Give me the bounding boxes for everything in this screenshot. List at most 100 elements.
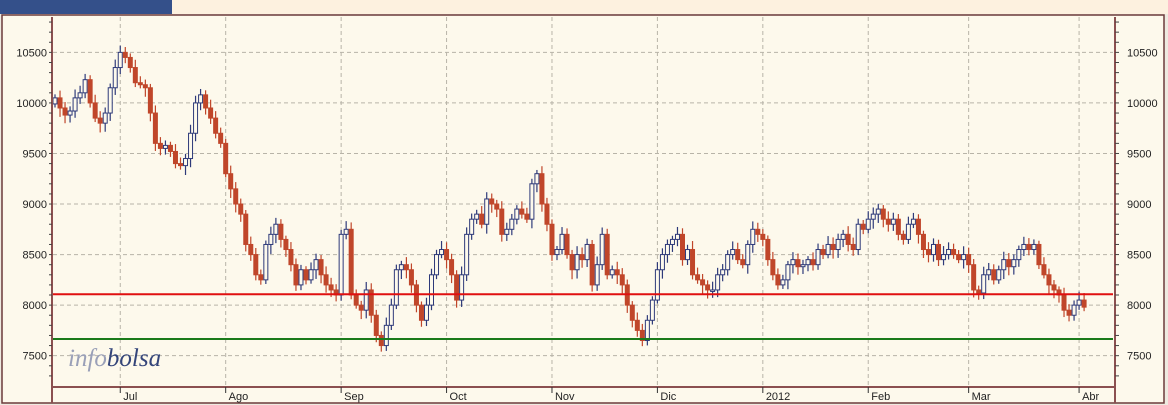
candle-up bbox=[1031, 243, 1037, 251]
candle-down bbox=[258, 274, 264, 281]
candle-up bbox=[363, 289, 369, 311]
candle-down bbox=[137, 82, 143, 86]
candle-up bbox=[383, 324, 389, 347]
candle-down bbox=[589, 243, 595, 286]
candle-down bbox=[454, 274, 460, 301]
candle-down bbox=[1041, 264, 1047, 276]
y-tick-label-left: 10000 bbox=[16, 98, 47, 110]
candle-down bbox=[233, 188, 239, 205]
candle-up bbox=[504, 228, 510, 235]
candle-up bbox=[559, 233, 565, 251]
candle-up bbox=[599, 233, 605, 266]
candle-down bbox=[765, 238, 771, 261]
candle-up bbox=[835, 238, 841, 251]
candle-down bbox=[328, 284, 334, 291]
candle-down bbox=[218, 132, 224, 144]
candle-down bbox=[348, 228, 354, 296]
candle-up bbox=[815, 249, 821, 266]
level-lines bbox=[53, 293, 1113, 340]
candle-down bbox=[900, 233, 906, 240]
candle-up bbox=[961, 254, 967, 261]
y-tick-label-right: 7500 bbox=[1127, 351, 1151, 363]
candle-up bbox=[800, 264, 806, 268]
y-tick-label-left: 7500 bbox=[23, 351, 47, 363]
candle-up bbox=[996, 269, 1002, 281]
candle-up bbox=[574, 254, 580, 271]
candle-down bbox=[228, 173, 234, 190]
candle-up bbox=[82, 79, 88, 94]
candle-down bbox=[770, 259, 776, 276]
candle-up bbox=[941, 254, 947, 261]
candle-down bbox=[1026, 243, 1032, 251]
candle-down bbox=[408, 269, 414, 286]
candle-up bbox=[198, 94, 204, 104]
candle-down bbox=[775, 274, 781, 286]
candle-up bbox=[1011, 259, 1017, 268]
candle-up bbox=[644, 319, 650, 342]
candle-down bbox=[860, 223, 866, 230]
candle-down bbox=[92, 102, 98, 119]
candle-up bbox=[107, 87, 113, 114]
candle-down bbox=[253, 254, 259, 276]
candle-down bbox=[880, 208, 886, 220]
candle-up bbox=[263, 243, 269, 281]
candle-down bbox=[283, 238, 289, 251]
candle-down bbox=[97, 117, 103, 124]
candle-down bbox=[223, 142, 229, 175]
candle-up bbox=[464, 233, 470, 276]
candle-up bbox=[890, 218, 896, 225]
candle-down bbox=[303, 269, 309, 281]
candle-down bbox=[956, 254, 962, 261]
candle-up bbox=[910, 218, 916, 225]
candle-up bbox=[720, 269, 726, 276]
candle-up bbox=[273, 223, 279, 235]
candle-up bbox=[388, 304, 394, 326]
candle-down bbox=[288, 249, 294, 266]
candle-down bbox=[479, 213, 485, 225]
candle-up bbox=[685, 249, 691, 261]
candle-down bbox=[936, 243, 942, 261]
candle-up bbox=[554, 249, 560, 256]
candle-down bbox=[1061, 294, 1067, 311]
candle-up bbox=[1001, 259, 1007, 271]
candle-down bbox=[1081, 299, 1087, 308]
candle-down bbox=[564, 233, 570, 256]
candle-down bbox=[152, 112, 158, 144]
candle-up bbox=[102, 112, 108, 124]
candle-down bbox=[248, 243, 254, 256]
candle-up bbox=[338, 233, 344, 296]
candle-down bbox=[755, 228, 761, 235]
x-tick-label: Oct bbox=[450, 391, 467, 403]
candle-up bbox=[67, 110, 73, 116]
candle-up bbox=[1016, 249, 1022, 261]
header-tab bbox=[0, 0, 172, 14]
candle-up bbox=[534, 173, 540, 185]
candle-down bbox=[318, 259, 324, 276]
candle-up bbox=[509, 218, 515, 230]
candle-down bbox=[579, 254, 585, 261]
candle-up bbox=[52, 97, 58, 105]
candle-up bbox=[825, 243, 831, 256]
candle-up bbox=[905, 223, 911, 240]
x-tick-label: Sep bbox=[344, 391, 364, 403]
candle-down bbox=[403, 264, 409, 271]
candle-up bbox=[981, 274, 987, 294]
y-tick-label-right: 8500 bbox=[1127, 250, 1151, 262]
y-tick-label-left: 8000 bbox=[23, 300, 47, 312]
candle-up bbox=[659, 254, 665, 271]
candle-up bbox=[188, 132, 194, 160]
candle-down bbox=[795, 259, 801, 268]
y-tick-label-right: 9500 bbox=[1127, 148, 1151, 160]
candle-down bbox=[293, 264, 299, 286]
candle-up bbox=[423, 304, 429, 321]
candle-down bbox=[966, 254, 972, 266]
axis-labels: 7500 7500 8000 8000 8500 8500 9000 9000 9500 9500… bbox=[16, 21, 1158, 403]
y-tick-label-right: 9000 bbox=[1127, 199, 1151, 211]
x-tick-label: Nov bbox=[555, 391, 575, 403]
candle-down bbox=[489, 198, 495, 205]
candle-down bbox=[700, 279, 706, 286]
candle-down bbox=[544, 203, 550, 225]
y-tick-label-left: 9000 bbox=[23, 199, 47, 211]
candle-up bbox=[609, 269, 615, 276]
